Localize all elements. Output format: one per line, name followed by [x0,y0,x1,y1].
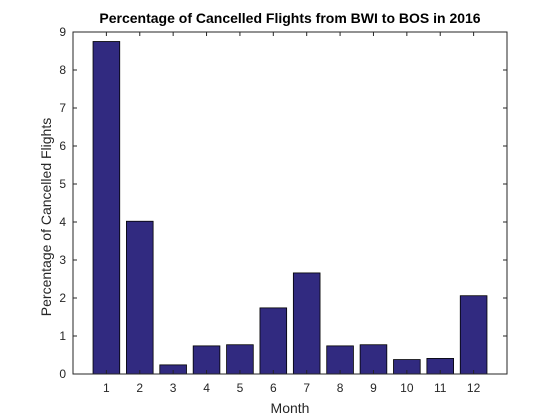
bar-month-6 [260,308,287,374]
x-tick-label: 2 [136,381,143,395]
x-tick-label: 9 [370,381,377,395]
y-tick-label: 7 [59,101,66,115]
x-tick-label: 3 [170,381,177,395]
x-tick-label: 8 [337,381,344,395]
x-tick-label: 10 [400,381,414,395]
x-tick-label: 12 [467,381,481,395]
bar-month-9 [360,345,387,374]
bar-month-5 [227,345,254,374]
x-tick-label: 4 [203,381,210,395]
x-axis: 1 2 3 4 5 6 7 8 9 10 11 12 [103,32,481,395]
bar-month-12 [460,296,487,374]
bar-month-7 [293,273,320,374]
y-tick-label: 6 [59,139,66,153]
y-tick-label: 5 [59,177,66,191]
y-tick-label: 1 [59,329,66,343]
x-tick-label: 1 [103,381,110,395]
chart-title: Percentage of Cancelled Flights from BWI… [99,10,480,26]
y-tick-label: 0 [59,367,66,381]
x-tick-label: 11 [434,381,447,395]
bar-month-1 [93,42,120,375]
x-tick-label: 7 [303,381,310,395]
x-axis-label: Month [271,400,310,416]
x-tick-label: 6 [270,381,277,395]
y-tick-label: 9 [59,25,66,39]
bar-month-4 [193,346,220,374]
bar-month-8 [327,346,354,374]
y-axis-label: Percentage of Cancelled Flights [38,118,54,316]
y-tick-label: 3 [59,253,66,267]
y-tick-label: 2 [59,291,66,305]
y-tick-label: 4 [59,215,66,229]
y-tick-label: 8 [59,63,66,77]
bars-group [93,42,487,375]
x-tick-label: 5 [237,381,244,395]
bar-month-2 [126,221,153,374]
